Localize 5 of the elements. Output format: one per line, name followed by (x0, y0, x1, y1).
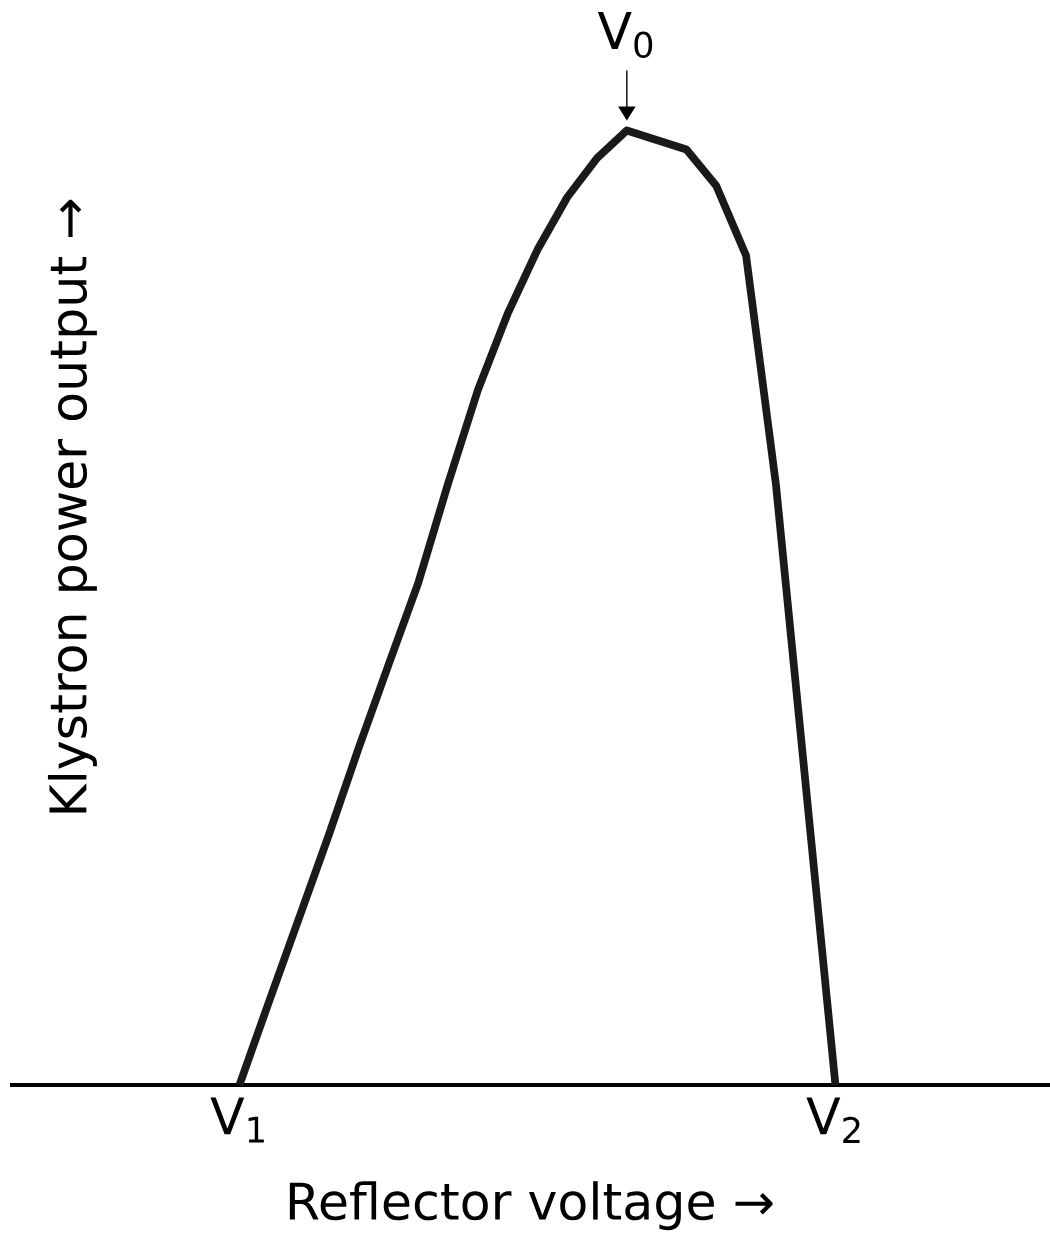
x-tick-label: V$_{2}$ (806, 1097, 860, 1143)
x-axis-title: Reflector voltage → (289, 1181, 773, 1231)
x-tick-label: V$_{1}$ (210, 1097, 264, 1143)
y-axis-title: Klystron power output → (47, 199, 97, 813)
text: V$_{0}$ (597, 12, 653, 59)
